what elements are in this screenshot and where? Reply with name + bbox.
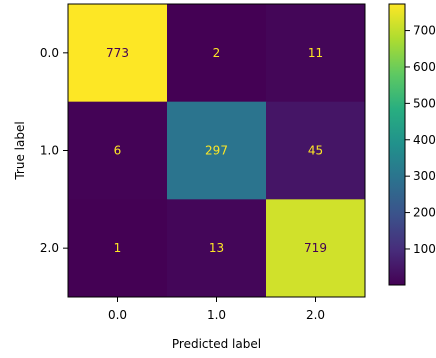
- heatmap-cell: [266, 199, 366, 298]
- heatmap-cell: [68, 4, 168, 103]
- y-axis-ticks: 0.0 1.0 2.0: [40, 46, 68, 255]
- heatmap-cell: [68, 199, 168, 298]
- x-tick-label: 0.0: [108, 308, 127, 322]
- y-tick-label: 2.0: [40, 241, 59, 255]
- heatmap-cell-value: 6: [114, 144, 122, 158]
- heatmap-cell-value: 297: [205, 144, 228, 158]
- heatmap-cell-value: 773: [106, 46, 129, 60]
- heatmap-cell: [167, 101, 267, 200]
- colorbar-tick-label: 400: [413, 133, 436, 147]
- heatmap-cell-value: 13: [209, 241, 224, 255]
- heatmap-cell: [167, 4, 267, 103]
- heatmap-cell-value: 11: [308, 46, 323, 60]
- heatmap-cell-value: 45: [308, 144, 323, 158]
- x-axis-title: Predicted label: [172, 337, 261, 351]
- x-tick-label: 1.0: [207, 308, 226, 322]
- heatmap-cell: [266, 4, 366, 103]
- colorbar-tick-label: 300: [413, 169, 436, 183]
- colorbar-tick-label: 200: [413, 206, 436, 220]
- colorbar-tick-label: 500: [413, 96, 436, 110]
- colorbar-tick-label: 100: [413, 242, 436, 256]
- heatmap-cells: [68, 4, 366, 298]
- heatmap-cell: [68, 101, 168, 200]
- y-tick-label: 1.0: [40, 144, 59, 158]
- heatmap-cell-value: 2: [213, 46, 221, 60]
- colorbar-tick-label: 700: [413, 24, 436, 38]
- colorbar-ticks: 100 200 300 400 500 600 700: [405, 24, 436, 256]
- heatmap-cell: [167, 199, 267, 298]
- y-axis-title: True label: [13, 121, 27, 180]
- heatmap-cell-value: 719: [304, 241, 327, 255]
- x-tick-label: 2.0: [306, 308, 325, 322]
- x-axis-ticks: 0.0 1.0 2.0: [108, 297, 325, 322]
- y-tick-label: 0.0: [40, 46, 59, 60]
- colorbar-tick-label: 600: [413, 60, 436, 74]
- heatmap-cell: [266, 101, 366, 200]
- colorbar: [388, 3, 406, 286]
- heatmap-cell-labels: 773 2 11 6 297 45 1 13 719: [106, 46, 327, 255]
- heatmap-cell-value: 1: [114, 241, 122, 255]
